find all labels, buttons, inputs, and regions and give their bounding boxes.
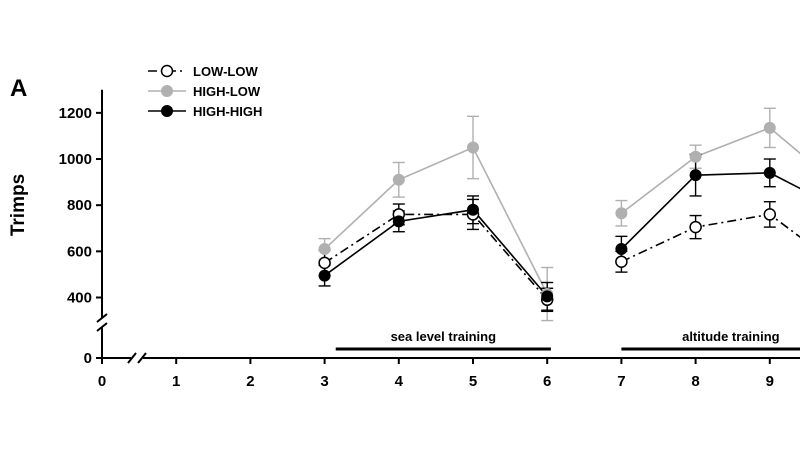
x-tick-label: 0 xyxy=(98,373,106,390)
plot-area xyxy=(318,107,800,322)
x-tick-label: 9 xyxy=(766,373,774,390)
series-line xyxy=(324,208,548,297)
x-tick-label: 4 xyxy=(395,373,404,390)
y-tick-label: 0 xyxy=(84,350,92,367)
legend-label: HIGH-HIGH xyxy=(193,104,262,119)
series-line xyxy=(324,146,548,295)
x-axis-break-mark xyxy=(137,352,147,364)
tick-labels: 01234567891011040060080010001200 xyxy=(59,105,774,390)
legend-marker xyxy=(161,85,173,97)
y-tick-label: 400 xyxy=(67,290,92,307)
data-point xyxy=(467,141,479,154)
panel-label: A xyxy=(10,75,27,102)
y-axis-break-mark xyxy=(96,313,108,323)
data-point xyxy=(689,150,702,163)
data-point xyxy=(763,208,777,221)
data-point xyxy=(763,121,776,134)
data-point xyxy=(467,203,479,216)
data-point xyxy=(392,215,405,228)
series-line xyxy=(324,213,548,301)
axes xyxy=(96,89,800,364)
data-point xyxy=(318,256,331,270)
legend: LOW-LOW HIGH-LOW HIGH-HIGH xyxy=(148,64,262,119)
phase-label: altitude training xyxy=(682,329,780,344)
data-point xyxy=(689,220,702,234)
data-point xyxy=(318,243,331,256)
x-tick-label: 3 xyxy=(320,373,328,390)
y-tick-label: 1000 xyxy=(59,151,92,168)
phase-annotations: sea level training altitude training xyxy=(335,329,800,351)
y-tick-label: 1200 xyxy=(59,105,92,122)
x-tick-label: 1 xyxy=(172,373,180,390)
data-point xyxy=(763,166,776,179)
y-tick-label: 800 xyxy=(67,197,92,214)
data-point xyxy=(689,169,702,182)
legend-marker xyxy=(160,64,174,78)
x-tick-label: 5 xyxy=(469,373,477,390)
data-point xyxy=(615,243,628,256)
y-axis-label: Trimps xyxy=(8,174,29,236)
x-tick-label: 2 xyxy=(246,373,254,390)
y-tick-label: 600 xyxy=(67,243,92,260)
data-point xyxy=(392,173,405,186)
data-point xyxy=(615,255,628,268)
data-point xyxy=(318,269,331,282)
x-tick-label: 7 xyxy=(617,373,625,390)
series-line xyxy=(620,126,800,214)
x-tick-label: 6 xyxy=(543,373,551,390)
phase-label: sea level training xyxy=(391,329,497,344)
legend-marker xyxy=(161,105,173,117)
legend-label: LOW-LOW xyxy=(193,64,258,79)
data-point xyxy=(541,290,554,303)
legend-label: HIGH-LOW xyxy=(193,84,261,99)
series-line xyxy=(621,213,800,263)
data-point xyxy=(615,207,628,220)
x-axis-break-mark xyxy=(127,352,137,364)
series-line xyxy=(620,172,800,250)
x-tick-label: 8 xyxy=(691,373,699,390)
